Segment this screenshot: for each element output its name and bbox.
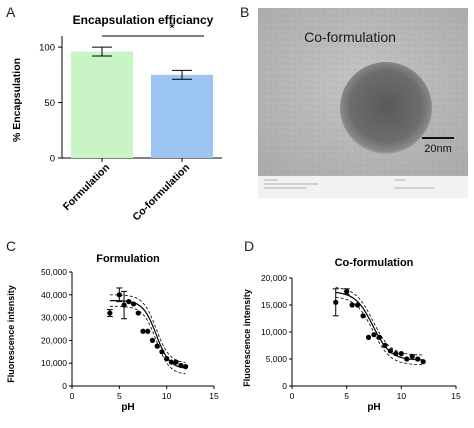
data-point: [116, 292, 122, 298]
chart-c-y-tick-label: 20,000: [41, 335, 67, 345]
chart-d-xlabel: pH: [367, 402, 380, 413]
data-point: [121, 302, 127, 308]
tem-micrograph: Co-formulation 20nm: [258, 8, 468, 198]
data-point: [420, 359, 426, 365]
data-point: [145, 328, 151, 334]
chart-d-x-tick-label: 15: [451, 391, 461, 401]
data-point: [365, 334, 372, 340]
fit-confidence-band: [109, 294, 186, 363]
data-point: [178, 362, 184, 369]
data-point: [140, 328, 146, 334]
panel-letter-c: C: [6, 238, 17, 254]
scatter-chart-coformulation: Co-formulation pH Fluorescence intensity…: [242, 257, 461, 413]
chart-d-title: Co-formulation: [335, 257, 414, 269]
data-point: [415, 356, 421, 362]
chart-c-y-tick-label: 30,000: [41, 313, 67, 323]
data-point: [130, 301, 137, 307]
bar-co-formulation: [151, 74, 213, 158]
chart-a-y-tick-label: 50: [44, 98, 55, 109]
data-point: [360, 313, 366, 319]
chart-d-y-tick-label: 15,000: [261, 300, 287, 310]
chart-c-x-tick-label: 0: [70, 391, 75, 401]
data-point: [173, 359, 179, 365]
chart-c-title: Formulation: [96, 253, 160, 265]
data-point: [382, 342, 388, 349]
data-point: [164, 356, 170, 362]
data-point: [349, 302, 355, 308]
data-point: [393, 351, 399, 357]
chart-d-y-tick-label: 0: [282, 381, 287, 391]
chart-d-y-tick-label: 5,000: [266, 354, 288, 364]
data-point: [126, 299, 132, 305]
bar-chart-encapsulation: Encapsulation efficiancy % Encapsulation…: [11, 13, 222, 224]
tem-info-strip: [258, 176, 468, 198]
data-point: [404, 356, 410, 362]
chart-d-y-tick-label: 10,000: [261, 327, 287, 337]
significance-marker: *: [169, 20, 175, 37]
chart-d-x-tick-label: 10: [397, 391, 407, 401]
chart-c-x-tick-label: 5: [117, 391, 122, 401]
data-point: [387, 348, 393, 354]
chart-c-ylabel: Fluorescence intensity: [6, 285, 16, 383]
chart-c-y-tick-label: 40,000: [41, 290, 67, 300]
chart-d-y-tick-label: 20,000: [261, 273, 287, 283]
data-point: [371, 332, 377, 338]
data-point: [154, 343, 160, 349]
data-point: [333, 299, 339, 305]
data-point: [355, 302, 361, 308]
fit-confidence-band: [335, 296, 424, 366]
panel-letter-d: D: [244, 238, 255, 254]
data-point: [159, 349, 165, 355]
chart-a-ylabel: % Encapsulation: [11, 58, 23, 142]
chart-d-x-tick-label: 0: [290, 391, 295, 401]
chart-c-y-tick-label: 50,000: [41, 267, 67, 277]
chart-a-y-tick-label: 100: [39, 43, 55, 54]
tem-nanoparticle: [340, 62, 432, 154]
data-point: [149, 337, 156, 343]
chart-a-title: Encapsulation efficiancy: [73, 13, 214, 27]
chart-c-y-tick-label: 0: [62, 381, 67, 391]
data-point: [183, 364, 189, 370]
chart-d-x-tick-label: 5: [344, 391, 349, 401]
chart-c-x-tick-label: 10: [162, 391, 172, 401]
panel-letter-b: B: [240, 4, 250, 20]
scatter-chart-formulation: Formulation pH Fluorescence intensity 0 1…: [6, 253, 219, 413]
data-point: [376, 334, 383, 340]
data-point: [398, 351, 404, 357]
data-point: [107, 310, 113, 316]
chart-d-ylabel: Fluorescence intensity: [242, 289, 252, 387]
tem-caption: Co-formulation: [304, 29, 396, 45]
fit-confidence-band: [335, 287, 424, 356]
fit-curve: [335, 291, 424, 361]
tem-info-text-marks: [264, 179, 434, 189]
chart-a-x-tick-label: Co-formulation: [130, 162, 192, 224]
data-point: [409, 353, 415, 359]
chart-c-xlabel: pH: [121, 402, 134, 413]
tem-image: Co-formulation 20nm: [258, 8, 468, 198]
chart-a-y-tick-label: 0: [50, 154, 55, 165]
panel-letter-a: A: [6, 4, 16, 20]
data-point: [344, 288, 350, 295]
chart-a-x-tick-label: Formulation: [61, 162, 112, 213]
data-point: [168, 359, 174, 365]
data-point: [135, 310, 141, 316]
chart-c-x-tick-label: 15: [209, 391, 219, 401]
fit-curve: [109, 300, 186, 369]
chart-c-y-tick-label: 10,000: [41, 358, 67, 368]
tem-scale-label: 20nm: [424, 143, 452, 155]
bar-formulation: [71, 51, 133, 159]
